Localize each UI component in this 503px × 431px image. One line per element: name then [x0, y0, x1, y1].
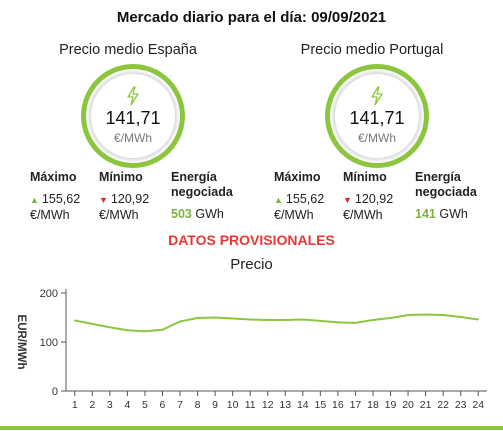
x-tick-label: 17 [350, 399, 362, 411]
energy-value: 141 GWh [415, 207, 468, 221]
x-tick-label: 6 [160, 399, 166, 411]
data-point [477, 318, 480, 321]
data-point [196, 317, 199, 319]
up-triangle-icon: ▲ [274, 195, 283, 205]
min-label: Mínimo [343, 170, 387, 184]
x-tick-label: 15 [315, 399, 327, 411]
max-label: Máximo [30, 170, 77, 184]
price-unit: €/MWh [113, 131, 152, 145]
data-point [389, 317, 392, 319]
x-tick-label: 20 [402, 399, 414, 411]
x-tick-label: 13 [279, 399, 291, 411]
x-tick-label: 19 [385, 399, 397, 411]
data-point [319, 320, 322, 322]
data-point [161, 328, 164, 331]
x-tick-label: 2 [89, 399, 95, 411]
down-triangle-icon: ▼ [99, 195, 108, 205]
y-tick-label: 100 [40, 337, 58, 349]
x-tick-label: 23 [455, 399, 467, 411]
max-label: Máximo [274, 170, 321, 184]
x-tick-label: 8 [195, 399, 201, 411]
data-point [424, 313, 427, 316]
average-price: 141,71 [349, 108, 405, 128]
data-point [459, 316, 462, 318]
data-point [73, 319, 76, 322]
data-point [442, 314, 444, 316]
x-tick-label: 18 [367, 399, 379, 411]
data-point [354, 322, 357, 324]
x-tick-label: 3 [107, 399, 113, 411]
price-unit: €/MWh [357, 131, 396, 145]
data-point [144, 330, 146, 333]
price-gauge: 141,71 €/MWh [325, 64, 429, 168]
x-tick-label: 16 [332, 399, 344, 411]
max-value: ▲ 155,62 €/MWh [274, 192, 325, 222]
energy-value: 503 GWh [171, 207, 224, 221]
data-point [109, 326, 111, 329]
y-tick-label: 0 [52, 386, 58, 398]
data-point [179, 320, 181, 323]
data-point [214, 316, 216, 319]
x-tick-label: 7 [177, 399, 183, 411]
x-tick-label: 21 [420, 399, 432, 411]
chart-title: Precio [230, 256, 273, 273]
data-point [337, 321, 339, 324]
lightning-bolt-icon [371, 86, 383, 106]
up-triangle-icon: ▲ [30, 195, 39, 205]
x-tick-label: 11 [245, 399, 256, 411]
bottom-accent-bar [0, 426, 503, 430]
x-tick-label: 4 [124, 399, 130, 411]
x-tick-label: 1 [72, 399, 78, 411]
y-axis-label: EUR/MWh [15, 315, 27, 370]
x-tick-label: 10 [227, 399, 239, 411]
x-tick-label: 9 [212, 399, 218, 411]
data-point [407, 314, 409, 316]
data-point [302, 318, 304, 321]
price-series-line [74, 313, 479, 333]
energy-label: Energía negociada [415, 170, 477, 199]
x-tick-label: 5 [142, 399, 148, 411]
data-point [91, 323, 94, 325]
min-value: ▼ 120,92 €/MWh [343, 192, 394, 222]
y-tick-label: 200 [40, 288, 58, 300]
min-value: ▼ 120,92 €/MWh [99, 192, 150, 222]
x-tick-label: 12 [262, 399, 274, 411]
average-price: 141,71 [105, 108, 161, 128]
provisional-notice: DATOS PROVISIONALES [168, 232, 335, 248]
page-title: Mercado diario para el día: 09/09/2021 [116, 9, 387, 26]
energy-label: Energía negociada [171, 170, 233, 199]
data-point [266, 319, 269, 321]
max-value: ▲ 155,62 €/MWh [30, 192, 81, 222]
x-tick-label: 24 [472, 399, 484, 411]
data-point [126, 329, 129, 332]
min-label: Mínimo [99, 170, 143, 184]
data-point [372, 319, 374, 321]
down-triangle-icon: ▼ [343, 195, 352, 205]
x-tick-label: 14 [297, 399, 309, 411]
x-tick-label: 22 [437, 399, 449, 411]
data-point [284, 319, 287, 321]
market-label: Precio medio Portugal [300, 42, 444, 58]
lightning-bolt-icon [127, 86, 139, 106]
data-point [249, 318, 251, 321]
price-gauge: 141,71 €/MWh [81, 64, 185, 168]
data-point [231, 317, 234, 320]
market-label: Precio medio España [59, 42, 197, 58]
